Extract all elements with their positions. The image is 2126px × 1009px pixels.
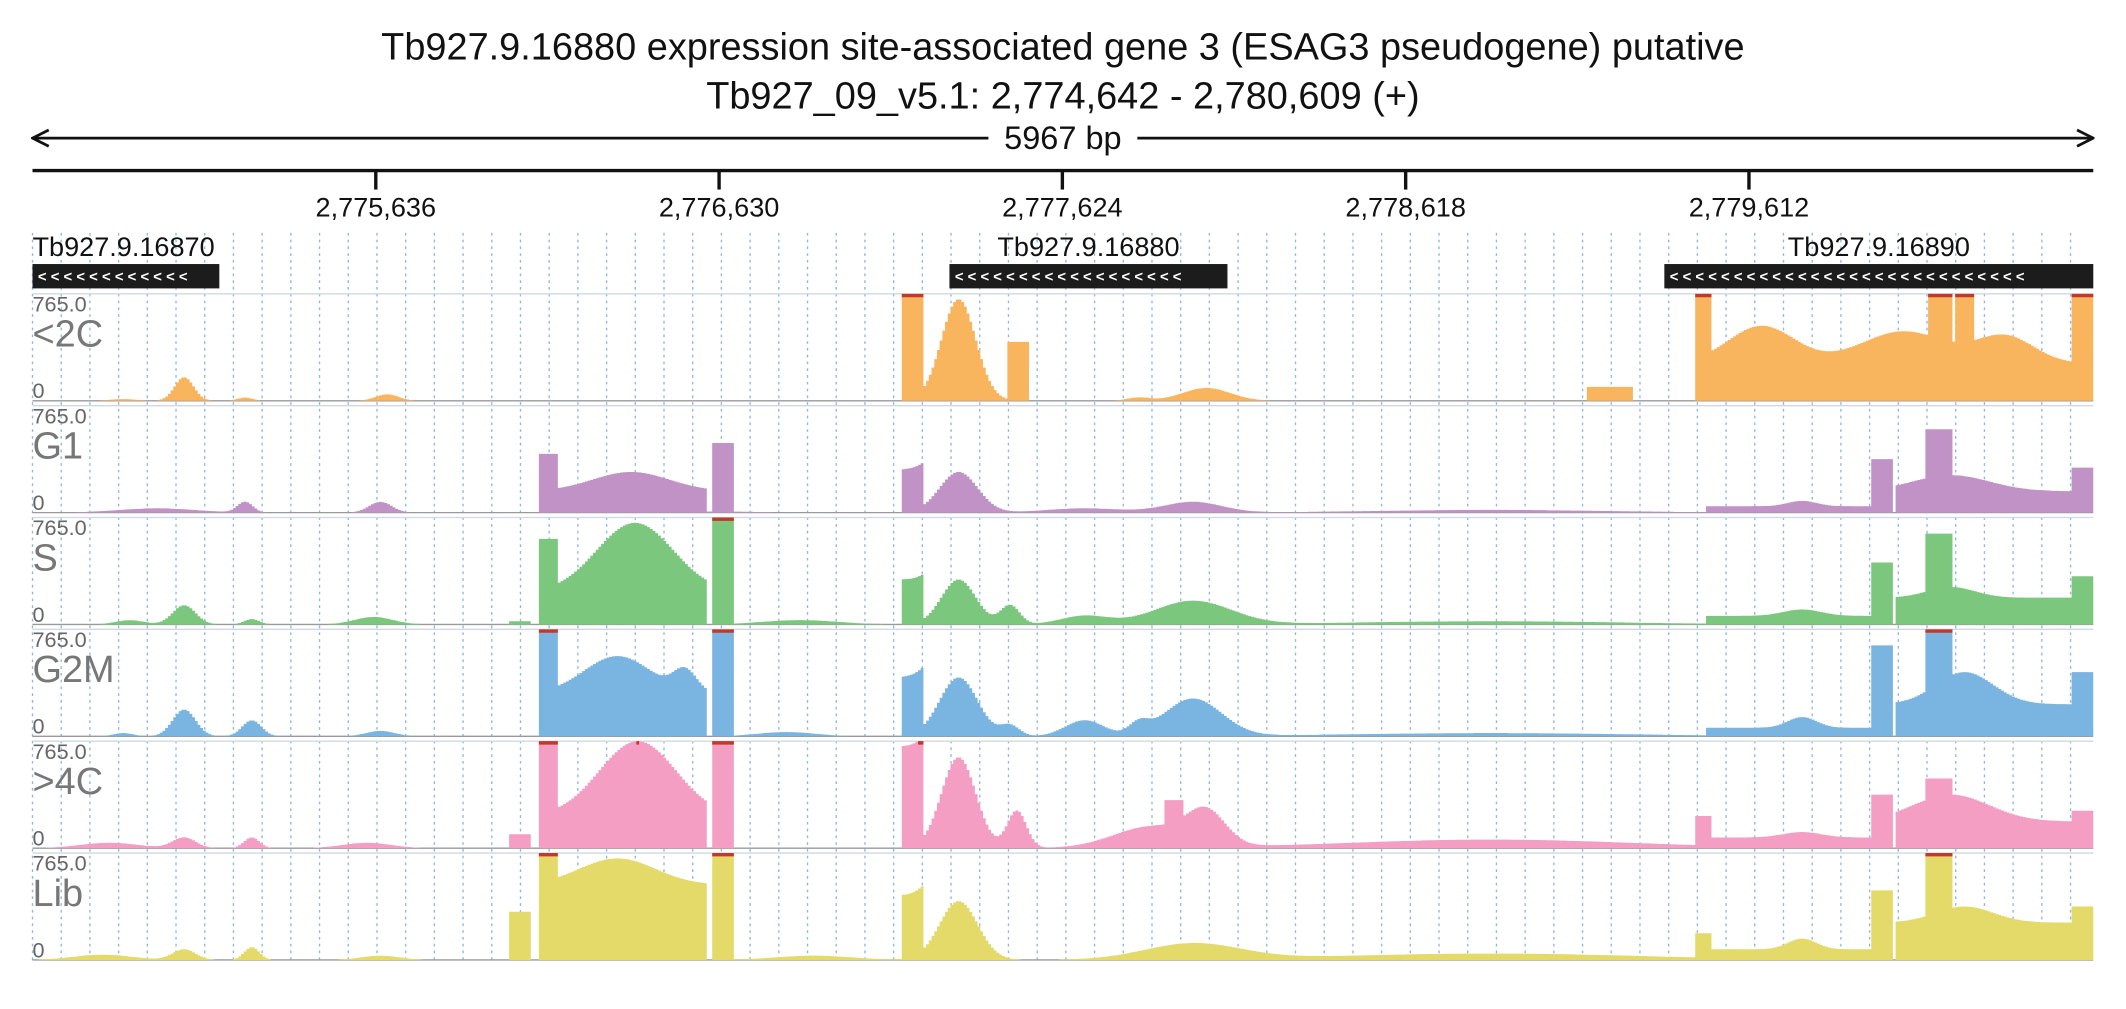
track-max-label: 765.0 bbox=[32, 851, 86, 876]
track-name-label: G1 bbox=[32, 425, 83, 467]
ruler-ticks: 2,775,636 2,776,630 2,777,624 2,778,618 2,77… bbox=[316, 170, 1809, 223]
gene-feature[interactable]: < < < < < < < < < < < < < < < < < < Tb927… bbox=[949, 231, 1228, 289]
gene-block[interactable] bbox=[949, 264, 1228, 289]
ruler-tick-label: 2,776,630 bbox=[659, 192, 779, 223]
track-min-label: 0 bbox=[32, 490, 44, 515]
track-name-label: <2C bbox=[32, 314, 103, 356]
gene-feature[interactable]: < < < < < < < < < < < < Tb927.9.16870 bbox=[32, 231, 220, 289]
coverage-bars bbox=[100, 517, 2094, 625]
track-max-label: 765.0 bbox=[32, 403, 86, 428]
track-min-label: 0 bbox=[32, 825, 44, 850]
gene-annotation-track: < < < < < < < < < < < <Tb927.9.16870< < … bbox=[32, 231, 2094, 289]
clip-markers bbox=[712, 517, 734, 521]
coverage-bars bbox=[100, 293, 2094, 401]
track-min-label: 0 bbox=[32, 378, 44, 403]
track-max-label: 765.0 bbox=[32, 291, 86, 316]
gene-label: Tb927.9.16890 bbox=[1788, 231, 1970, 262]
ruler-tick-label: 2,777,624 bbox=[1002, 192, 1122, 223]
track-min-label: 0 bbox=[32, 714, 44, 739]
clip-markers bbox=[538, 741, 924, 745]
strand-chevrons: < < < < < < < < < < < < < < < < < < bbox=[955, 270, 1182, 286]
strand-chevrons: < < < < < < < < < < < < bbox=[38, 270, 188, 286]
coverage-bars bbox=[37, 853, 2094, 960]
track-max-label: 765.0 bbox=[32, 739, 86, 764]
track-name-label: S bbox=[32, 537, 57, 579]
gene-title: Tb927.9.16880 expression site-associated… bbox=[381, 27, 1744, 69]
track-min-label: 0 bbox=[32, 937, 44, 962]
coverage-track: 765.0G1 0 bbox=[32, 403, 2094, 515]
ruler-tick-label: 2,775,636 bbox=[316, 192, 436, 223]
coverage-bars bbox=[46, 741, 2094, 849]
gene-block[interactable] bbox=[32, 264, 220, 289]
track-max-label: 765.0 bbox=[32, 627, 86, 652]
gene-block[interactable] bbox=[1664, 264, 2094, 289]
track-name-label: >4C bbox=[32, 761, 103, 803]
coverage-track: 765.0<2C 0 bbox=[32, 291, 2094, 403]
gene-label: Tb927.9.16880 bbox=[997, 231, 1179, 262]
coverage-bars bbox=[75, 429, 2094, 513]
gene-label: Tb927.9.16870 bbox=[32, 231, 214, 262]
ruler-tick-label: 2,779,612 bbox=[1689, 192, 1809, 223]
coverage-bars bbox=[102, 629, 2094, 737]
clip-markers bbox=[901, 293, 2094, 298]
track-min-label: 0 bbox=[32, 602, 44, 627]
coverage-track: 765.0S 0 bbox=[32, 515, 2094, 627]
coverage-track: 765.0>4C 0 bbox=[32, 739, 2094, 850]
coverage-tracks: 765.0<2C0765.0G10765.0S0765.0G2M0765.0>4… bbox=[32, 291, 2094, 962]
ruler-tick-label: 2,778,618 bbox=[1345, 192, 1465, 223]
track-name-label: Lib bbox=[32, 873, 83, 915]
track-name-label: G2M bbox=[32, 649, 114, 691]
locus-title: Tb927_09_v5.1: 2,774,642 - 2,780,609 (+) bbox=[706, 75, 1419, 117]
strand-chevrons: < < < < < < < < < < < < < < < < < < < < … bbox=[1670, 270, 2025, 286]
gene-feature[interactable]: < < < < < < < < < < < < < < < < < < < < … bbox=[1664, 231, 2094, 289]
track-max-label: 765.0 bbox=[32, 515, 86, 540]
span-length: 5967 bp bbox=[1004, 120, 1121, 156]
